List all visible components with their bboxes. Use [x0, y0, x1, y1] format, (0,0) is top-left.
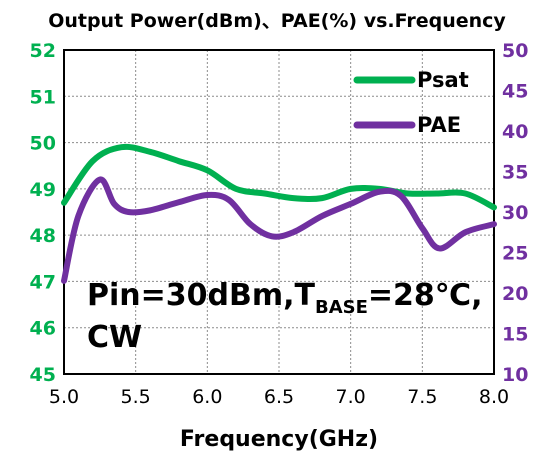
annotation-line2: CW [87, 320, 142, 355]
right-tick-label: 20 [502, 283, 528, 305]
right-tick-label: 10 [502, 364, 528, 386]
x-tick-label: 6.5 [264, 386, 294, 408]
x-tick-label: 7.0 [336, 386, 366, 408]
x-axis-ticks: 5.0 5.5 6.0 6.5 7.0 7.5 8.0 [49, 386, 509, 408]
right-tick-label: 15 [502, 324, 528, 346]
right-tick-label: 45 [502, 81, 528, 103]
x-tick-label: 5.0 [49, 386, 79, 408]
legend-label-pae: PAE [417, 113, 461, 137]
right-tick-label: 30 [502, 202, 528, 224]
right-tick-label: 25 [502, 243, 528, 265]
legend: Psat PAE [353, 68, 469, 137]
annotation-line1-prefix: Pin=30dBm,T [87, 278, 316, 313]
annotation-line1-suffix: =28℃, [368, 278, 483, 313]
left-tick-label: 48 [30, 225, 56, 247]
left-tick-label: 46 [30, 318, 56, 340]
plot-area-frame [63, 49, 495, 375]
legend-label-psat: Psat [417, 68, 469, 92]
left-axis-ticks: 45 46 47 48 49 50 51 52 [30, 40, 56, 386]
annotation-line1: Pin=30dBm,TBASE=28℃, [87, 278, 483, 318]
chart-title: Output Power(dBm)、PAE(%) vs.Frequency [48, 10, 506, 32]
x-tick-label: 6.0 [192, 386, 222, 408]
right-axis-ticks: 10 15 20 25 30 35 40 45 50 [502, 40, 528, 386]
right-tick-label: 35 [502, 162, 528, 184]
left-tick-label: 51 [30, 86, 56, 108]
series-line-pae [61, 176, 497, 284]
grid-lines [64, 50, 494, 374]
series-lines [61, 143, 497, 284]
series-line-psat [61, 143, 497, 211]
x-axis-label: Frequency(GHz) [180, 427, 378, 452]
annotation: Pin=30dBm,TBASE=28℃, CW [87, 278, 483, 355]
right-tick-label: 50 [502, 40, 528, 62]
left-tick-label: 47 [30, 271, 56, 293]
right-tick-label: 40 [502, 121, 528, 143]
x-tick-label: 7.5 [407, 386, 437, 408]
annotation-line1-subscript: BASE [315, 297, 368, 318]
left-tick-label: 52 [30, 40, 56, 62]
left-tick-label: 50 [30, 133, 56, 155]
left-tick-label: 45 [30, 364, 56, 386]
x-tick-label: 5.5 [121, 386, 151, 408]
left-tick-label: 49 [30, 179, 56, 201]
x-tick-label: 8.0 [479, 386, 509, 408]
